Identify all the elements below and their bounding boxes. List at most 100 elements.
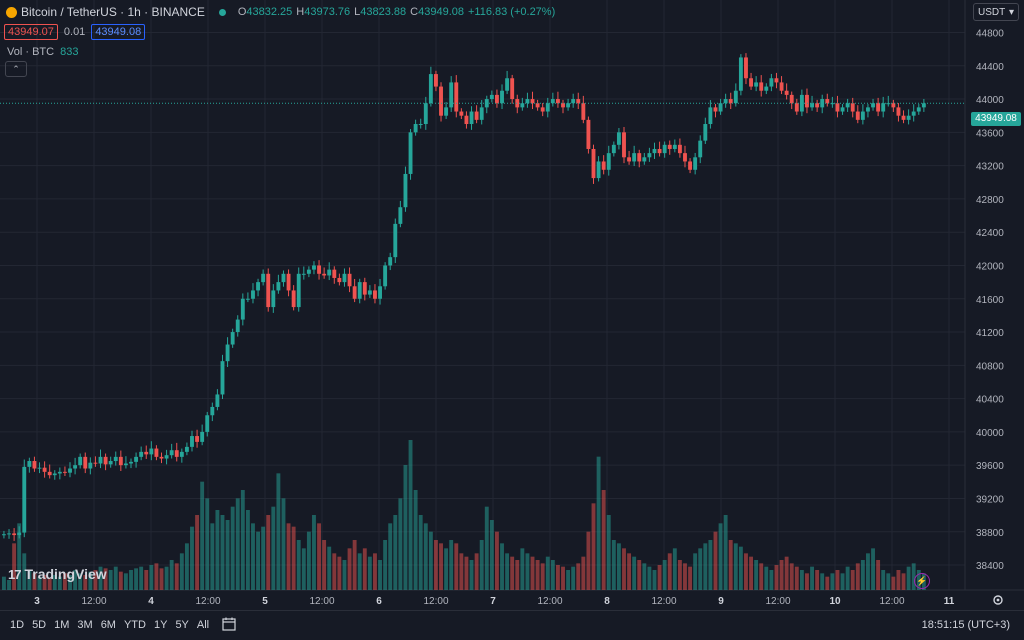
volume-label: Vol · BTC <box>7 46 55 58</box>
y-tick-label: 42400 <box>976 228 1004 239</box>
volume-bar <box>881 570 886 590</box>
volume-bar <box>540 563 545 590</box>
candle-body <box>728 99 733 104</box>
volume-bar <box>642 563 647 590</box>
range-button-5d[interactable]: 5D <box>32 619 47 631</box>
candle-body <box>555 99 560 104</box>
volume-bar <box>459 553 464 590</box>
settings-icon[interactable] <box>992 594 1004 606</box>
volume-bar <box>413 490 418 590</box>
volume-bar <box>332 553 337 590</box>
volume-bar <box>688 566 693 590</box>
candle-body <box>738 57 743 91</box>
volume-bar <box>200 481 205 590</box>
volume-bar <box>784 556 789 590</box>
candle-body <box>240 298 245 320</box>
candle-body <box>896 107 901 116</box>
candle-body <box>83 456 88 469</box>
candle-body <box>88 462 93 469</box>
x-tick-label: 10 <box>829 596 841 607</box>
price-chart[interactable]: 38400 38800 39200 39600 40000 40400 40800 41200… <box>0 0 1024 610</box>
range-button-6m[interactable]: 6M <box>100 619 116 631</box>
candle-body <box>32 461 37 469</box>
tradingview-logo[interactable]: 17 TradingView <box>8 566 107 582</box>
bitcoin-icon <box>6 6 17 18</box>
y-tick-label: 41600 <box>976 295 1004 306</box>
candle-body <box>667 144 672 149</box>
volume-bar <box>744 553 748 590</box>
candle-body <box>774 78 779 83</box>
volume-bar <box>373 553 377 590</box>
buy-button[interactable]: 43949.08 <box>91 24 146 40</box>
volume-bar <box>27 570 32 590</box>
range-button-1y[interactable]: 1Y <box>153 619 168 631</box>
calendar-icon[interactable] <box>222 617 236 631</box>
candle-body <box>769 78 774 87</box>
candle-body <box>342 273 347 283</box>
volume-bar <box>728 540 733 590</box>
candle-body <box>322 273 327 276</box>
volume-bar <box>7 580 11 590</box>
volume-bar <box>576 563 581 590</box>
candle-body <box>718 103 723 112</box>
volume-bar <box>190 526 194 590</box>
volume-bar <box>698 548 703 590</box>
volume-bar <box>195 515 200 590</box>
x-tick-label: 12:00 <box>423 596 448 607</box>
candle-body <box>261 273 266 283</box>
volume-bar <box>652 570 657 590</box>
volume-value: 833 <box>60 46 79 58</box>
volume-bar <box>855 563 860 590</box>
volume-bar <box>306 531 311 590</box>
candle-body <box>606 153 611 170</box>
currency-selector[interactable]: USDT ▾ <box>973 3 1019 21</box>
candle-body <box>586 119 591 149</box>
volume-bar <box>632 556 637 590</box>
clock[interactable]: 18:51:15 (UTC+3) <box>921 619 1010 631</box>
volume-bar <box>444 548 449 590</box>
close-label: C <box>410 6 419 18</box>
y-tick-label: 38400 <box>976 561 1004 572</box>
volume-bar <box>134 568 139 590</box>
candle-body <box>159 456 164 459</box>
candle-body <box>444 107 449 116</box>
candle-body <box>835 103 840 112</box>
volume-bar <box>581 556 586 590</box>
candle-body <box>901 115 906 120</box>
range-button-all[interactable]: All <box>196 619 210 631</box>
sell-button[interactable]: 43949.07 <box>4 24 58 40</box>
range-button-1m[interactable]: 1M <box>54 619 70 631</box>
volume-bar <box>129 570 133 590</box>
candle-body <box>103 456 108 465</box>
tradingview-wordmark: TradingView <box>24 566 107 582</box>
volume-bar <box>98 566 103 590</box>
flash-icon[interactable]: ⚡ <box>914 573 930 589</box>
volume-bar <box>901 573 906 590</box>
candle-body <box>906 115 911 120</box>
candle-body <box>378 286 382 299</box>
candle-body <box>210 406 215 416</box>
symbol-title[interactable]: Bitcoin / TetherUS · 1h · BINANCE <box>21 5 205 19</box>
volume-bar <box>622 548 626 590</box>
x-tick-label: 8 <box>604 596 610 607</box>
candle-body <box>286 273 291 291</box>
volume-bar <box>866 553 870 590</box>
candle-body <box>911 111 916 116</box>
candle-body <box>220 361 225 395</box>
volume-bar <box>769 570 774 590</box>
range-button-5y[interactable]: 5Y <box>175 619 189 631</box>
volume-bar <box>601 490 606 590</box>
candle-body <box>596 161 601 179</box>
candle-body <box>195 436 200 442</box>
range-button-1d[interactable]: 1D <box>10 619 25 631</box>
range-button-3m[interactable]: 3M <box>77 619 93 631</box>
x-tick-label: 11 <box>944 596 955 607</box>
candle-body <box>576 99 581 104</box>
volume-bar <box>378 560 382 590</box>
candle-body <box>871 103 875 108</box>
candle-body <box>891 103 896 108</box>
collapse-legend-button[interactable]: ⌃ <box>5 61 27 77</box>
range-button-ytd[interactable]: YTD <box>123 619 146 631</box>
volume-bar <box>677 560 682 590</box>
candle-body <box>144 451 149 455</box>
